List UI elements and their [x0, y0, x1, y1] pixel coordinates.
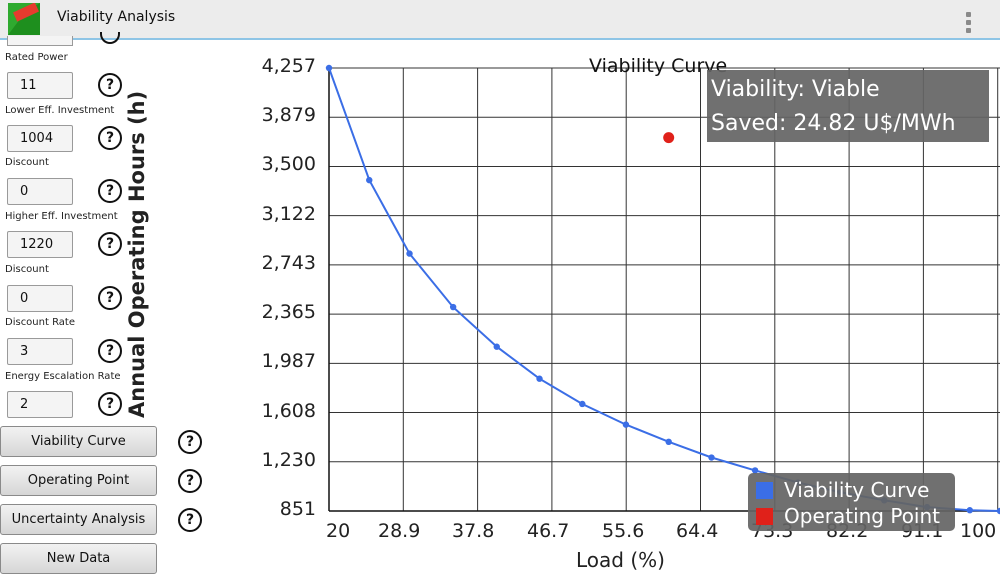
- x-tick-label: 64.4: [676, 520, 719, 542]
- energy-escalation-input[interactable]: 2: [7, 391, 73, 418]
- uncertainty-analysis-help-icon[interactable]: ?: [178, 508, 202, 532]
- rated-power-label: Rated Power: [5, 52, 68, 63]
- curve-point: [449, 303, 457, 311]
- x-tick-label: 20: [326, 520, 351, 542]
- curve-point: [751, 467, 759, 474]
- lower-discount-help-icon[interactable]: ?: [98, 179, 122, 203]
- lower-investment-input[interactable]: 1004: [7, 125, 73, 152]
- chart-legend: Viability Curve Operating Point: [748, 473, 955, 531]
- curve-point: [325, 64, 333, 72]
- savings-value: Saved: 24.82 U$/MWh: [711, 111, 956, 136]
- y-tick-label: 3,500: [261, 153, 316, 176]
- rated-power-input[interactable]: 11: [7, 72, 73, 99]
- legend-item-operating-point: Operating Point: [756, 503, 955, 529]
- title-bar: Viability Analysis: [0, 0, 1000, 40]
- y-axis-title: Annual Operating Hours (h): [125, 90, 149, 418]
- app-logo-icon: [8, 3, 40, 35]
- x-tick-label: 55.6: [602, 520, 645, 542]
- viability-info-box: Viability: Viable Saved: 24.82 U$/MWh: [707, 70, 989, 142]
- curve-point: [406, 250, 413, 257]
- lower-discount-label: Discount: [5, 157, 49, 168]
- legend-swatch-curve: [756, 482, 773, 499]
- overflow-menu-icon[interactable]: [966, 12, 974, 36]
- x-tick-label: 100: [960, 520, 997, 542]
- curve-point: [536, 375, 543, 382]
- curve-point: [579, 400, 586, 408]
- operating-point-marker: [663, 132, 675, 144]
- lower-investment-help-icon[interactable]: ?: [98, 126, 122, 150]
- help-icon[interactable]: [100, 32, 120, 44]
- legend-label-operating-point: Operating Point: [784, 504, 941, 528]
- curve-point: [708, 454, 715, 461]
- chart-title: Viability Curve: [589, 55, 728, 77]
- lower-discount-input[interactable]: 0: [7, 178, 73, 205]
- discount-rate-input[interactable]: 3: [7, 338, 73, 365]
- legend-label-curve: Viability Curve: [784, 478, 930, 502]
- y-tick-label: 2,365: [261, 301, 316, 324]
- x-tick-label: 28.9: [378, 520, 421, 542]
- y-tick-label: 3,122: [261, 202, 316, 225]
- curve-point: [996, 507, 1000, 515]
- app-title: Viability Analysis: [57, 9, 176, 25]
- curve-point: [966, 507, 974, 514]
- legend-swatch-operating-point: [756, 508, 773, 525]
- higher-discount-label: Discount: [5, 264, 49, 275]
- legend-item-curve: Viability Curve: [756, 477, 955, 503]
- higher-discount-input[interactable]: 0: [7, 285, 73, 312]
- y-tick-label: 1,987: [261, 350, 316, 373]
- rated-power-help-icon[interactable]: ?: [98, 73, 122, 97]
- sidebar: Rated Power 11 ? Lower Eff. Investment 1…: [0, 32, 215, 578]
- curve-point: [665, 438, 672, 446]
- curve-point: [366, 176, 373, 184]
- higher-investment-input[interactable]: 1220: [7, 231, 73, 258]
- x-axis-title: Load (%): [576, 548, 665, 572]
- curve-point: [622, 421, 630, 428]
- y-tick-label: 4,257: [261, 55, 316, 77]
- y-tick-label: 3,879: [261, 104, 316, 127]
- viability-curve-help-icon[interactable]: ?: [178, 430, 202, 454]
- curve-point: [493, 343, 500, 350]
- lower-investment-label: Lower Eff. Investment: [5, 105, 115, 116]
- energy-escalation-help-icon[interactable]: ?: [98, 392, 122, 416]
- new-data-button[interactable]: New Data: [0, 543, 157, 574]
- discount-rate-label: Discount Rate: [5, 317, 76, 328]
- previous-field-partial[interactable]: [7, 36, 73, 46]
- energy-escalation-label: Energy Escalation Rate: [5, 371, 121, 382]
- viability-curve-button[interactable]: Viability Curve: [0, 426, 157, 457]
- discount-rate-help-icon[interactable]: ?: [98, 339, 122, 363]
- higher-investment-help-icon[interactable]: ?: [98, 232, 122, 256]
- viability-status: Viability: Viable: [711, 77, 880, 102]
- x-tick-label: 37.8: [452, 520, 495, 542]
- uncertainty-analysis-button[interactable]: Uncertainty Analysis: [0, 504, 157, 535]
- operating-point-button[interactable]: Operating Point: [0, 465, 157, 496]
- operating-point-help-icon[interactable]: ?: [178, 469, 202, 493]
- y-tick-label: 1,230: [261, 448, 316, 471]
- higher-investment-label: Higher Eff. Investment: [5, 211, 118, 222]
- y-tick-label: 1,608: [261, 399, 316, 422]
- y-tick-label: 851: [279, 498, 316, 520]
- higher-discount-help-icon[interactable]: ?: [98, 286, 122, 310]
- y-tick-label: 2,743: [261, 251, 316, 274]
- x-tick-label: 46.7: [527, 520, 570, 542]
